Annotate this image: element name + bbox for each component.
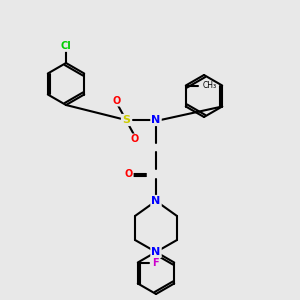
Text: N: N [152, 247, 160, 257]
Text: N: N [152, 115, 160, 125]
Text: F: F [152, 257, 158, 268]
Text: O: O [131, 134, 139, 145]
Text: N: N [152, 196, 160, 206]
Text: Cl: Cl [61, 41, 71, 51]
Text: S: S [122, 115, 130, 125]
Text: CH₃: CH₃ [202, 81, 216, 90]
Text: O: O [113, 95, 121, 106]
Text: O: O [124, 169, 133, 179]
